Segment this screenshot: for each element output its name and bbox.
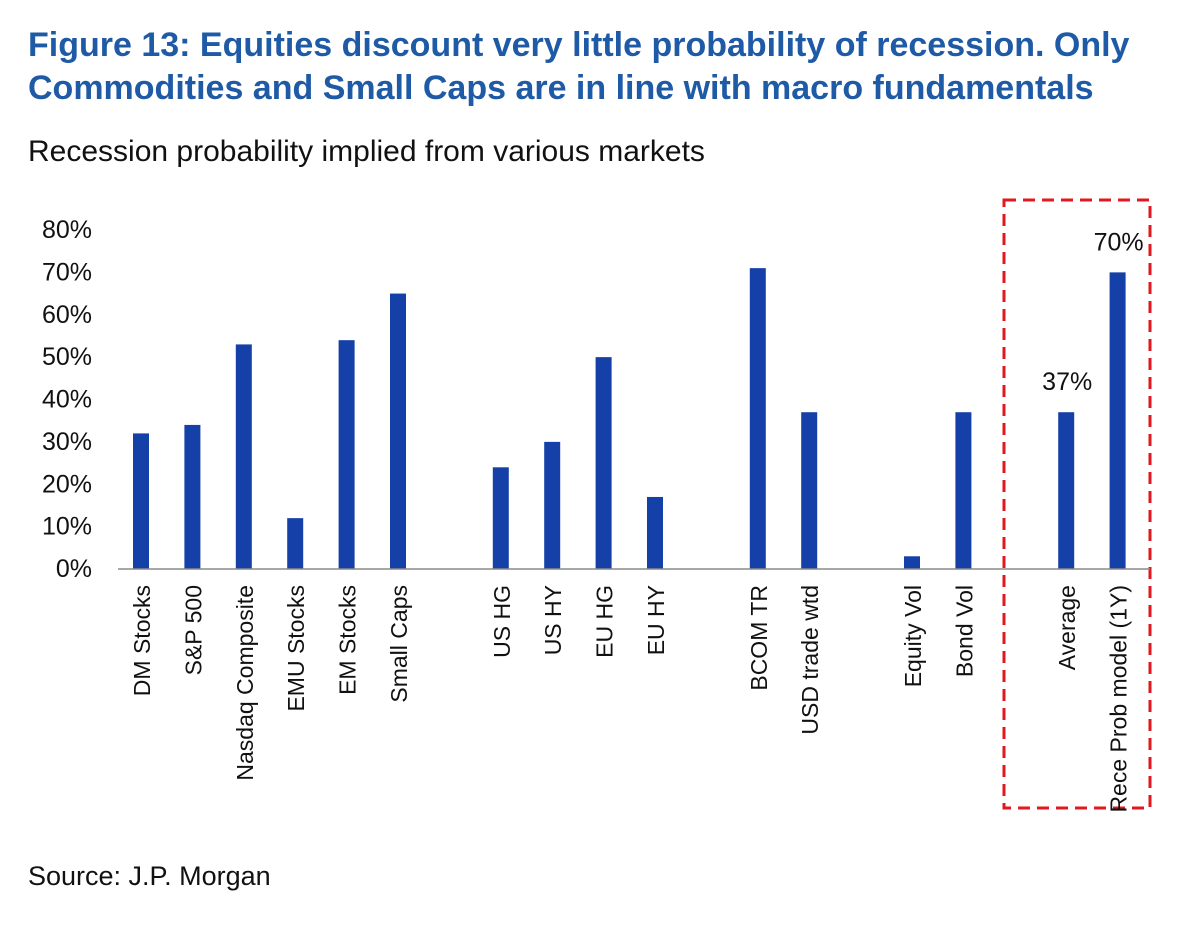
bar (544, 441, 561, 569)
y-tick-label: 60% (42, 301, 92, 329)
bar (595, 357, 612, 569)
x-tick-label: S&P 500 (180, 585, 206, 675)
source-note: Source: J.P. Morgan (28, 861, 271, 891)
y-tick-label: 20% (42, 470, 92, 498)
data-label: 37% (1042, 368, 1092, 396)
x-tick-label: Bond Vol (951, 585, 977, 677)
y-tick-label: 30% (42, 428, 92, 456)
x-tick-label: USD trade wtd (797, 585, 823, 735)
x-tick-label: BCOM TR (746, 585, 772, 691)
x-tick-label: EU HG (592, 585, 618, 658)
y-tick-label: 80% (42, 216, 92, 244)
x-axis: DM Stocks S&P 500 Nasdaq Composite EMU Stoc… (118, 568, 1150, 813)
bar (904, 556, 920, 569)
x-tick-label: Small Caps (386, 585, 412, 703)
x-tick-label: Nasdaq Composite (232, 585, 258, 781)
bar (235, 344, 252, 569)
y-tick-label: 70% (42, 258, 92, 286)
x-tick-label: US HG (489, 585, 515, 658)
bar (955, 412, 972, 569)
bar (647, 496, 663, 569)
bar (287, 518, 304, 569)
bar (133, 433, 149, 569)
bar (1058, 412, 1075, 569)
x-tick-label: EMU Stocks (283, 585, 309, 712)
y-tick-label: 40% (42, 386, 92, 414)
x-tick-label: Equity Vol (900, 585, 926, 687)
x-tick-label: Average (1054, 585, 1080, 670)
bar (338, 340, 355, 569)
data-label: 70% (1094, 228, 1144, 256)
x-tick-label: Rece Prob model (1Y) (1106, 585, 1132, 813)
x-tick-label: DM Stocks (129, 585, 155, 696)
bar (1109, 272, 1126, 569)
highlight-box (1002, 198, 1152, 810)
bar (749, 268, 766, 569)
bar-series (133, 268, 1126, 569)
figure-title: Figure 13: Equities discount very little… (28, 26, 1130, 107)
bar (184, 424, 201, 569)
x-tick-label: US HY (540, 585, 566, 655)
y-axis: 0% 10% 20% 30% 40% 50% 60% 70% 80% (42, 216, 92, 583)
y-tick-label: 50% (42, 343, 92, 371)
x-tick-label: EU HY (643, 585, 669, 655)
bar (390, 293, 406, 569)
y-tick-label: 10% (42, 513, 92, 541)
bar (492, 467, 509, 569)
x-tick-label: EM Stocks (335, 585, 361, 695)
chart-subtitle: Recession probability implied from vario… (28, 135, 705, 168)
bar (801, 412, 818, 569)
y-tick-label: 0% (56, 555, 92, 583)
data-labels: 37% 70% (1042, 228, 1143, 396)
